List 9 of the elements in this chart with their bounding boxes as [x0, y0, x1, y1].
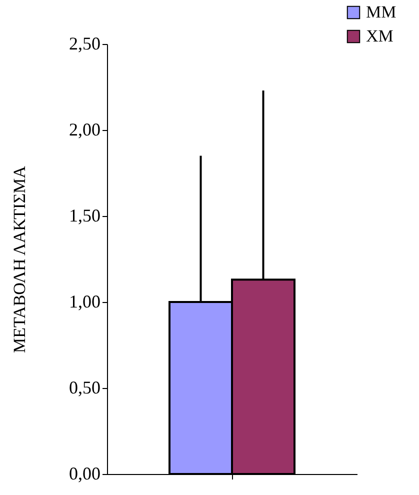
y-axis-title: ΜΕΤΑΒΟΛΗ ΛΑΚΤΙΣΜΑ	[10, 165, 29, 353]
y-tick-label: 1,50	[69, 206, 100, 226]
y-tick-label: 0,00	[69, 464, 100, 484]
y-tick-label: 0,50	[69, 378, 100, 398]
y-tick-label: 2,50	[69, 34, 100, 54]
y-tick-label: 2,00	[69, 120, 100, 140]
legend-label: XM	[366, 26, 394, 46]
legend-label: MM	[366, 2, 396, 22]
y-tick-label: 1,00	[69, 292, 100, 312]
